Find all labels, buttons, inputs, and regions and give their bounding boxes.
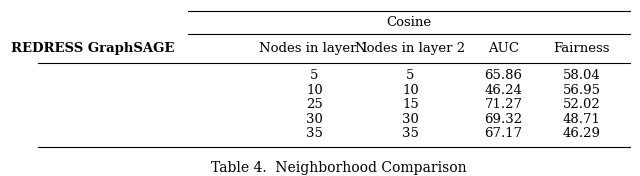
Text: Fairness: Fairness — [554, 42, 610, 55]
Text: 67.17: 67.17 — [484, 127, 523, 140]
Text: 48.71: 48.71 — [563, 113, 600, 126]
Text: 10: 10 — [306, 84, 323, 97]
Text: 5: 5 — [406, 69, 415, 82]
Text: 35: 35 — [306, 127, 323, 140]
Text: 69.32: 69.32 — [484, 113, 523, 126]
Text: REDRESS GraphSAGE: REDRESS GraphSAGE — [11, 42, 174, 55]
Text: 35: 35 — [402, 127, 419, 140]
Text: Nodes in layer 1: Nodes in layer 1 — [259, 42, 369, 55]
Text: 10: 10 — [402, 84, 419, 97]
Text: 5: 5 — [310, 69, 319, 82]
Text: 58.04: 58.04 — [563, 69, 600, 82]
Text: AUC: AUC — [488, 42, 519, 55]
Text: Cosine: Cosine — [387, 16, 431, 29]
Text: 46.24: 46.24 — [484, 84, 522, 97]
Text: 65.86: 65.86 — [484, 69, 523, 82]
Text: 52.02: 52.02 — [563, 98, 600, 111]
Text: 71.27: 71.27 — [484, 98, 523, 111]
Text: 25: 25 — [306, 98, 323, 111]
Text: 30: 30 — [306, 113, 323, 126]
Text: 46.29: 46.29 — [563, 127, 600, 140]
Text: 15: 15 — [402, 98, 419, 111]
Text: Table 4.  Neighborhood Comparison: Table 4. Neighborhood Comparison — [211, 161, 467, 175]
Text: 56.95: 56.95 — [563, 84, 600, 97]
Text: Nodes in layer 2: Nodes in layer 2 — [355, 42, 466, 55]
Text: 30: 30 — [402, 113, 419, 126]
